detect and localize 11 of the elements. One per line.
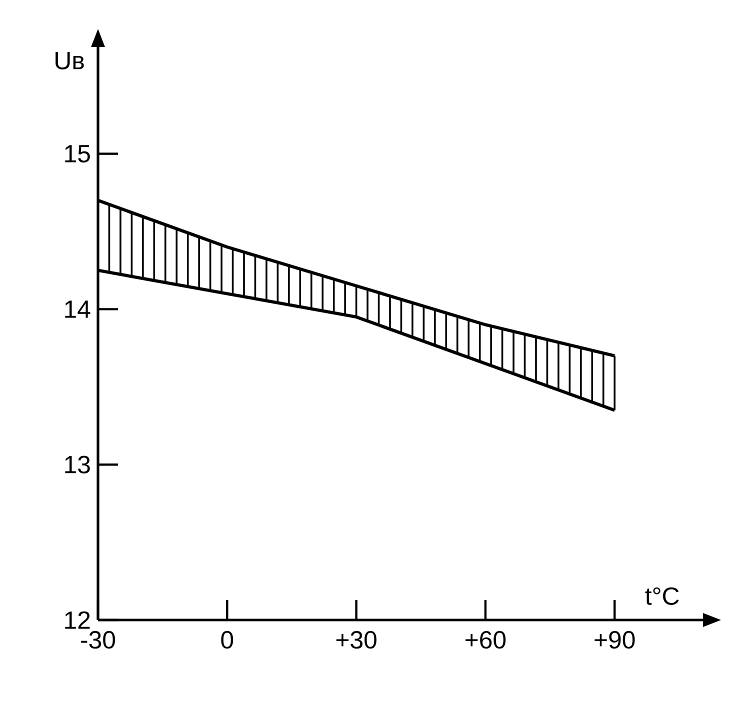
x-axis-title: t°C (645, 587, 679, 605)
y-axis-title: Uв (56, 52, 84, 70)
x-tick-label: +90 (594, 631, 635, 649)
x-tick-label: +60 (466, 631, 506, 649)
x-tick-label: +30 (336, 631, 376, 649)
x-tick-label: 0 (221, 631, 234, 649)
y-tick-label: 12 (65, 611, 90, 629)
y-tick-label: 13 (65, 456, 90, 474)
y-tick-label: 15 (65, 145, 90, 162)
y-tick-label: 14 (65, 300, 90, 318)
x-tick-label: -30 (81, 631, 116, 649)
